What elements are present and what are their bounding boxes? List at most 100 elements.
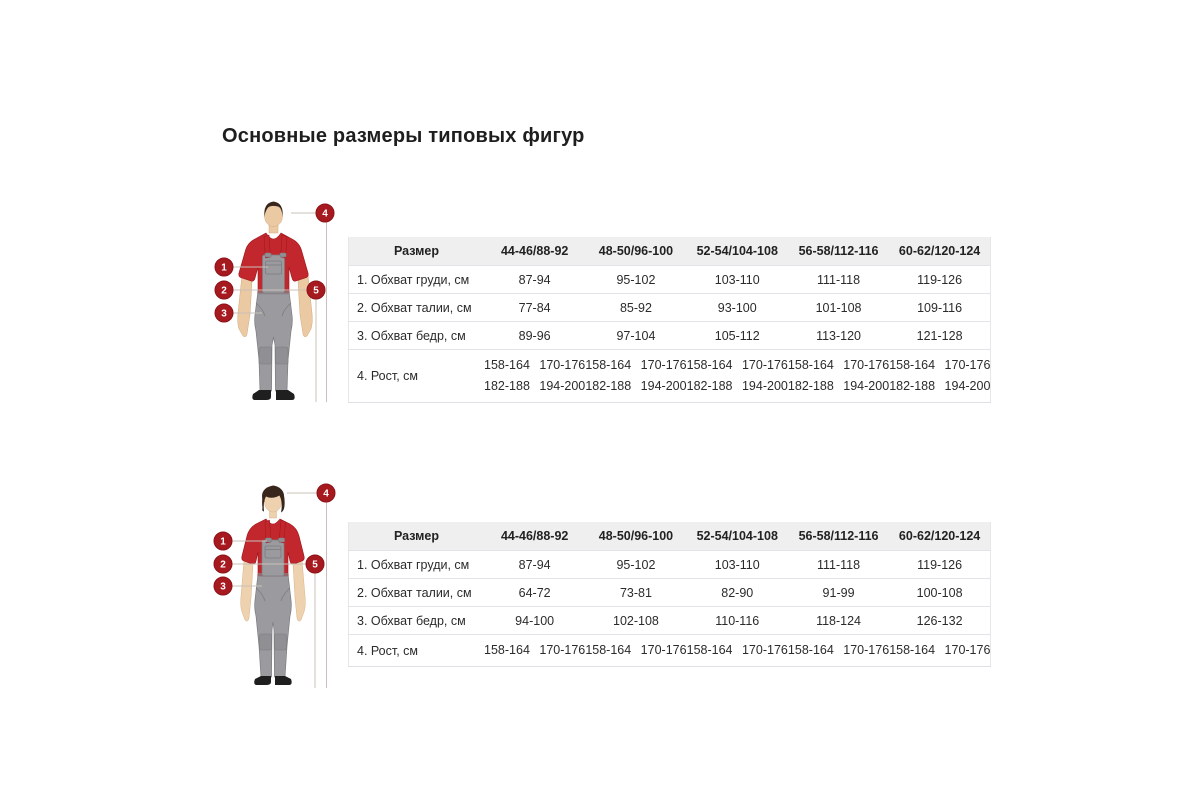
row-label: 2. Обхват талии, см <box>348 293 484 322</box>
hair <box>262 485 285 513</box>
value-cell: 91-99 <box>787 578 890 607</box>
row-label: 3. Обхват бедр, см <box>348 321 484 350</box>
value-cell: 121-128 <box>889 321 991 350</box>
value-cell: 111-118 <box>787 550 890 579</box>
table-row: 1. Обхват груди, см 87-94 95-102 103-110 111… <box>348 265 991 294</box>
marker-3-badge: 3 <box>213 576 233 596</box>
marker-2-number: 2 <box>221 286 227 297</box>
right-shoe <box>275 676 292 685</box>
value-cell: 158-164 170-176 182-188 194-200 <box>484 349 586 403</box>
value-cell: 87-94 <box>484 550 586 579</box>
marker-1-number: 1 <box>220 537 226 548</box>
right-strap <box>280 234 288 259</box>
right-shoe <box>276 390 295 400</box>
value-cell: 110-116 <box>686 606 788 635</box>
left-buckle <box>264 252 272 258</box>
value-cell: 97-104 <box>585 321 687 350</box>
value-cell: 77-84 <box>484 293 586 322</box>
value-cell: 82-90 <box>686 578 788 607</box>
value-cell: 126-132 <box>889 606 991 635</box>
marker-5-badge: 5 <box>306 280 326 300</box>
row-label: 4. Рост, см <box>348 349 484 403</box>
marker-4-number: 4 <box>323 489 329 500</box>
right-arm <box>292 559 306 622</box>
value-cell: 119-126 <box>889 550 991 579</box>
value-cell: 158-164 170-176 182-188 194-200 <box>889 349 991 403</box>
right-knee-patch <box>274 633 287 651</box>
pants <box>254 290 293 392</box>
size-table-bottom: Размер 44-46/88-92 48-50/96-100 52-54/104-1… <box>348 522 991 667</box>
marker-1-badge: 1 <box>213 531 233 551</box>
left-hip-pocket <box>255 302 266 317</box>
value-cell: 105-112 <box>686 321 788 350</box>
marker-5-badge: 5 <box>305 554 325 574</box>
value-cell: 113-120 <box>787 321 890 350</box>
value-cell: 100-108 <box>889 578 991 607</box>
table-row: 3. Обхват бедр, см 89-96 97-104 105-112 113-… <box>348 321 991 350</box>
table-row: 1. Обхват груди, см 87-94 95-102 103-110 111… <box>348 550 991 579</box>
marker-4-badge: 4 <box>315 203 335 223</box>
table-row: 4. Рост, см 158-164 170-176 158-164 170-17… <box>348 634 991 667</box>
size-range-header: 48-50/96-100 <box>585 237 687 266</box>
marker-1-badge: 1 <box>214 257 234 277</box>
left-arm <box>237 274 253 338</box>
size-range-header: 52-54/104-108 <box>686 522 788 551</box>
value-cell: 109-116 <box>889 293 991 322</box>
row-label: 4. Рост, см <box>348 634 484 667</box>
figure-man: 1 2 3 4 5 <box>214 201 335 402</box>
marker-3-badge: 3 <box>214 303 234 323</box>
table-row: 3. Обхват бедр, см 94-100 102-108 110-116 11… <box>348 606 991 635</box>
right-hip-pocket <box>281 302 292 317</box>
size-range-header: 56-58/112-116 <box>787 522 890 551</box>
size-range-header: 56-58/112-116 <box>787 237 890 266</box>
right-buckle <box>279 252 287 258</box>
value-cell: 89-96 <box>484 321 586 350</box>
size-column-header: Размер <box>348 522 484 551</box>
left-hip-pocket <box>255 587 266 602</box>
value-cell: 93-100 <box>686 293 788 322</box>
value-cell: 158-164 170-176 <box>585 634 687 667</box>
hair <box>264 201 283 217</box>
marker-5-number: 5 <box>312 560 318 571</box>
figure-woman: 1 2 3 4 5 <box>213 483 336 688</box>
value-cell: 85-92 <box>585 293 687 322</box>
left-shoe <box>254 676 271 685</box>
row-label: 2. Обхват талии, см <box>348 578 484 607</box>
table-row: 4. Рост, см 158-164 170-176 182-188 194-20… <box>348 349 991 403</box>
marker-4-number: 4 <box>322 209 328 220</box>
value-cell: 102-108 <box>585 606 687 635</box>
value-cell: 158-164 170-176 182-188 194-200 <box>787 349 890 403</box>
marker-3-number: 3 <box>221 309 227 320</box>
size-range-header: 44-46/88-92 <box>484 522 586 551</box>
row-label: 1. Обхват груди, см <box>348 550 484 579</box>
right-hip-pocket <box>280 587 291 602</box>
pants <box>254 573 292 678</box>
size-range-header: 60-62/120-124 <box>889 237 991 266</box>
marker-4-badge: 4 <box>316 483 336 503</box>
value-cell: 158-164 170-176 <box>686 634 788 667</box>
value-cell: 158-164 170-176 182-188 194-200 <box>585 349 687 403</box>
value-cell: 94-100 <box>484 606 586 635</box>
marker-2-badge: 2 <box>214 280 234 300</box>
left-knee-patch <box>258 346 272 365</box>
header-row: Размер 44-46/88-92 48-50/96-100 52-54/104-1… <box>348 522 991 551</box>
value-cell: 158-164 170-176 <box>787 634 890 667</box>
marker-2-badge: 2 <box>213 554 233 574</box>
value-cell: 87-94 <box>484 265 586 294</box>
value-cell: 111-118 <box>787 265 890 294</box>
value-cell: 73-81 <box>585 578 687 607</box>
marker-2-number: 2 <box>220 560 226 571</box>
value-cell: 119-126 <box>889 265 991 294</box>
value-cell: 158-164 170-176 182-188 194-200 <box>686 349 788 403</box>
size-table-top: Размер 44-46/88-92 48-50/96-100 52-54/104-1… <box>348 237 991 403</box>
bib-pocket <box>264 545 282 559</box>
row-label: 3. Обхват бедр, см <box>348 606 484 635</box>
value-cell: 64-72 <box>484 578 586 607</box>
right-buckle <box>278 537 285 543</box>
right-knee-patch <box>275 346 289 365</box>
size-column-header: Размер <box>348 237 484 266</box>
marker-1-number: 1 <box>221 263 227 274</box>
table-row: 2. Обхват талии, см 77-84 85-92 93-100 101-1… <box>348 293 991 322</box>
person-illustration-man <box>237 201 313 400</box>
